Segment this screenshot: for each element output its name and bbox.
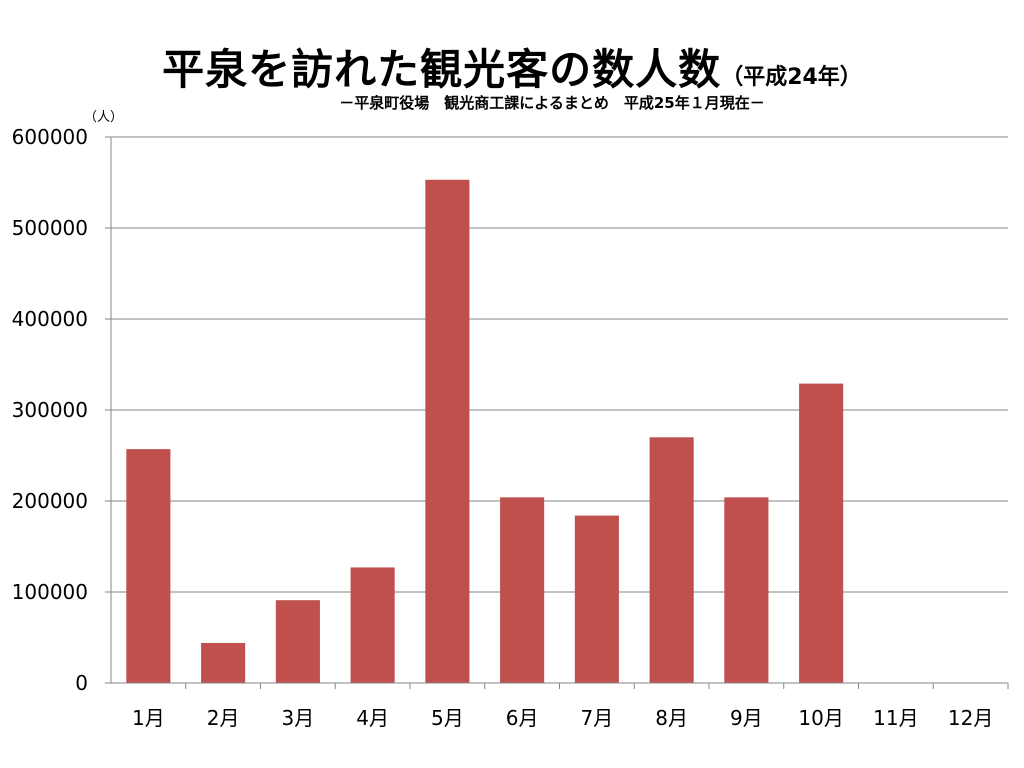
y-tick-label: 0 <box>75 671 88 695</box>
axes <box>105 136 1009 689</box>
chart-title-year: （平成24年） <box>721 65 862 90</box>
x-tick-label: 3月 <box>282 706 315 730</box>
bar <box>574 515 619 683</box>
x-tick-label: 10月 <box>798 706 843 730</box>
x-tick-labels: 1月 2月 3月 4月 5月 6月 7月 8月 9月 10月 11月 12月 <box>132 706 993 730</box>
x-tick-label: 11月 <box>873 706 918 730</box>
x-tick-label: 8月 <box>655 706 688 730</box>
x-tick-label: 2月 <box>207 706 240 730</box>
bar <box>201 642 246 683</box>
grid-lines <box>111 136 1008 593</box>
bars <box>126 179 844 683</box>
y-tick-label: 100000 <box>12 580 88 604</box>
chart-title-main: 平泉を訪れた観光客の数人数 <box>162 45 722 94</box>
y-tick-label: 500000 <box>12 216 88 240</box>
bar <box>126 449 171 683</box>
x-tick-label: 7月 <box>581 706 614 730</box>
bar <box>275 600 320 683</box>
x-tick-label: 12月 <box>948 706 993 730</box>
chart-title: 平泉を訪れた観光客の数人数（平成24年） <box>0 36 1024 97</box>
bar <box>500 497 545 683</box>
bar <box>350 567 395 683</box>
x-tick-label: 1月 <box>132 706 165 730</box>
y-tick-label: 400000 <box>12 307 88 331</box>
y-axis-unit-label: （人） <box>84 110 123 125</box>
x-tick-label: 5月 <box>431 706 464 730</box>
x-tick-label: 6月 <box>506 706 539 730</box>
bar <box>724 497 769 683</box>
y-tick-labels: 0 100000 200000 300000 400000 500000 600000 <box>12 125 88 695</box>
x-tick-label: 9月 <box>730 706 763 730</box>
bar <box>425 179 470 683</box>
y-tick-label: 200000 <box>12 489 88 513</box>
y-tick-label: 300000 <box>12 398 88 422</box>
y-tick-label: 600000 <box>12 125 88 149</box>
bar <box>649 437 694 683</box>
bar <box>799 383 844 683</box>
x-tick-label: 4月 <box>356 706 389 730</box>
chart-subtitle: －平泉町役場 観光商工課によるまとめ 平成25年１月現在－ <box>339 94 765 112</box>
